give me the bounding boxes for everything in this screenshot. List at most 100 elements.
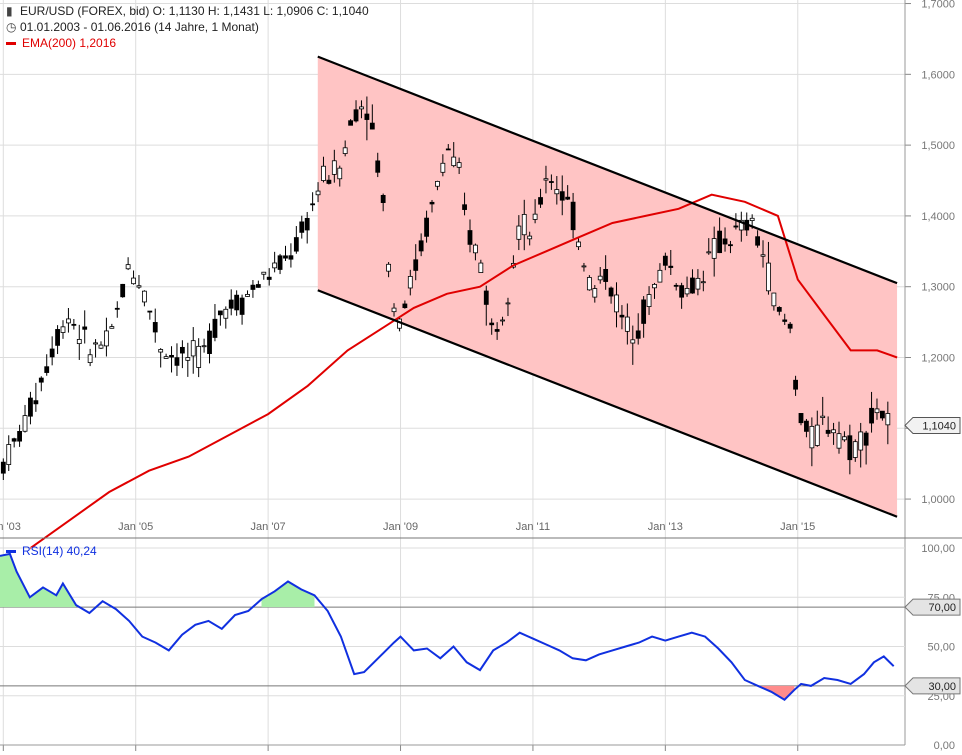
last-price-label: 1,1040: [922, 420, 956, 432]
candle-up: [125, 264, 131, 270]
price-y-tick-label: 1,2000: [921, 352, 955, 364]
rsi-overbought-fill: [0, 553, 77, 608]
candle-down: [570, 201, 576, 231]
candle-up: [60, 326, 66, 333]
candle-up: [190, 340, 196, 357]
candle-up: [245, 293, 250, 297]
candle-up: [66, 318, 71, 324]
candle-up: [435, 181, 440, 187]
candle-up: [359, 106, 364, 110]
channel-lower-line: [317, 289, 898, 518]
candle-down: [71, 323, 77, 326]
candle-down: [608, 287, 614, 297]
candle-up: [261, 271, 267, 275]
candle-up: [760, 254, 766, 257]
candle-down: [559, 191, 565, 201]
ema-200-line: [29, 193, 898, 550]
candle-up: [749, 217, 755, 221]
candle-down: [234, 294, 240, 311]
candle-up: [131, 277, 136, 285]
candle-down: [17, 431, 22, 442]
candle-up: [22, 415, 28, 432]
candle-down: [825, 429, 831, 434]
candle-up: [386, 263, 391, 272]
x-tick-label: Jan '03: [0, 521, 21, 533]
price-y-tick-label: 1,3000: [921, 282, 955, 294]
candle-down: [380, 194, 386, 203]
trend-channel-fill: [317, 56, 898, 517]
candle-down: [690, 277, 695, 294]
candle-up: [820, 415, 826, 418]
candle-up: [93, 342, 98, 345]
candle-up: [109, 326, 115, 329]
candle-up: [852, 441, 858, 458]
rsi-y-tick-label: 50,00: [927, 642, 955, 654]
candle-up: [104, 330, 109, 347]
candle-down: [179, 346, 185, 354]
candle-up: [684, 287, 690, 295]
rsi-line: [0, 552, 895, 701]
candle-down: [147, 310, 153, 313]
candle-up: [521, 214, 527, 236]
legend-range: ◷ 01.01.2003 - 01.06.2016 (14 Jahre, 1 Mo…: [6, 20, 259, 34]
candle-up: [272, 262, 278, 269]
candle-up: [809, 425, 815, 449]
candle-up: [592, 288, 598, 298]
candle-down: [793, 379, 798, 390]
candle-down: [255, 284, 261, 288]
candle-down: [207, 330, 212, 354]
candle-down: [11, 438, 17, 442]
candle-up: [885, 413, 891, 426]
candle-down: [722, 238, 728, 245]
x-tick-label: Jan '05: [118, 521, 153, 533]
candle-up: [440, 162, 446, 173]
candle-up: [141, 290, 147, 303]
price-y-tick-label: 1,0000: [921, 494, 955, 506]
candle-up: [516, 225, 522, 240]
candle-up: [451, 156, 457, 167]
candle-up: [185, 357, 191, 361]
candle-down: [717, 230, 723, 254]
candle-down: [266, 276, 272, 280]
candle-up: [473, 244, 478, 254]
candle-down: [413, 259, 419, 271]
candle-down: [55, 329, 60, 346]
candle-up: [331, 160, 337, 175]
candle-up: [196, 345, 202, 368]
rsi-y-tick-label: 100,00: [921, 543, 955, 555]
candle-up: [652, 283, 657, 289]
x-tick-label: Jan '13: [648, 521, 683, 533]
candle-down: [755, 236, 760, 246]
price-y-tick-label: 1,5000: [921, 140, 955, 152]
candle-down: [310, 203, 316, 206]
rsi-overbought-fill: [261, 581, 315, 608]
candle-down: [548, 181, 554, 183]
candle-down: [353, 109, 359, 122]
candle-up: [98, 344, 104, 349]
candle-up: [646, 294, 652, 308]
candle-up: [554, 189, 560, 195]
candle-down: [82, 326, 88, 330]
rsi-y-tick-label: 0,00: [934, 740, 955, 752]
candle-up: [766, 262, 771, 292]
candle-up: [738, 219, 744, 231]
price-y-tick-label: 1,4000: [921, 211, 955, 223]
rsi-label: RSI(14) 40,24: [22, 544, 97, 558]
candle-down: [299, 221, 305, 233]
candle-down: [369, 122, 375, 130]
legend-ema: EMA(200) 1,2016: [6, 36, 116, 50]
candle-down: [641, 299, 647, 324]
candle-up: [456, 162, 462, 168]
legend-symbol: ▮ EUR/USD (FOREX, bid) O: 1,1130 H: 1,143…: [6, 4, 369, 18]
candle-down: [782, 319, 788, 322]
candle-up: [342, 147, 348, 154]
candle-down: [33, 400, 39, 405]
candle-up: [527, 235, 533, 240]
candle-down: [418, 240, 424, 252]
candle-down: [424, 217, 429, 237]
candle-down: [114, 307, 120, 310]
candle-up: [771, 292, 777, 307]
candle-down: [787, 323, 793, 329]
candle-up: [543, 178, 549, 181]
